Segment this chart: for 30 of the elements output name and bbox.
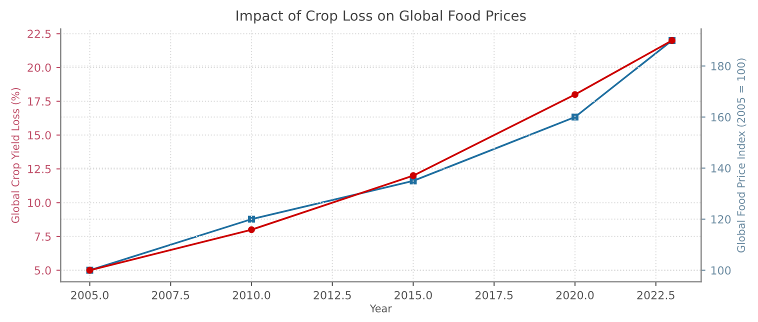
chart-title: Impact of Crop Loss on Global Food Prices <box>236 10 526 24</box>
x-tick-label: 2017.5 <box>475 290 513 300</box>
y2-tick-label: 100 <box>711 266 731 275</box>
y-tick-label: 17.5 <box>28 97 51 106</box>
y-axis-title: Global Crop Yield Loss (%) <box>11 88 22 224</box>
x-tick-label: 2020.0 <box>556 290 594 300</box>
point <box>248 226 255 234</box>
y-tick-label: 7.5 <box>34 232 51 241</box>
y-tick-label: 12.5 <box>28 164 51 174</box>
y2-axis-title: Global Food Price Index (2005 = 100) <box>736 58 746 252</box>
y-tick-label: 10.0 <box>28 198 51 208</box>
y-tick-label: 15.0 <box>28 131 51 140</box>
y2-tick-label: 120 <box>711 215 731 224</box>
y-tick-label: 20.0 <box>28 63 51 72</box>
y2-tick-label: 160 <box>711 113 731 122</box>
point <box>410 172 417 180</box>
y-tick-label: 22.5 <box>28 30 51 38</box>
y2-tick-label: 180 <box>711 62 731 70</box>
x-tick-label: 2022.5 <box>637 290 674 300</box>
x-tick-label: 2005.0 <box>71 290 108 300</box>
x-tick-label: 2010.0 <box>232 290 270 300</box>
y2-tick-label: 140 <box>711 164 731 173</box>
point <box>572 91 578 98</box>
x-tick-label: 2007.5 <box>152 290 190 300</box>
x-axis-title: Year <box>370 304 392 312</box>
y-tick-label: 5.0 <box>34 266 51 275</box>
point <box>572 114 578 121</box>
point <box>248 216 255 223</box>
x-tick-label: 2015.0 <box>394 290 432 300</box>
x-tick-label: 2012.5 <box>314 290 351 300</box>
